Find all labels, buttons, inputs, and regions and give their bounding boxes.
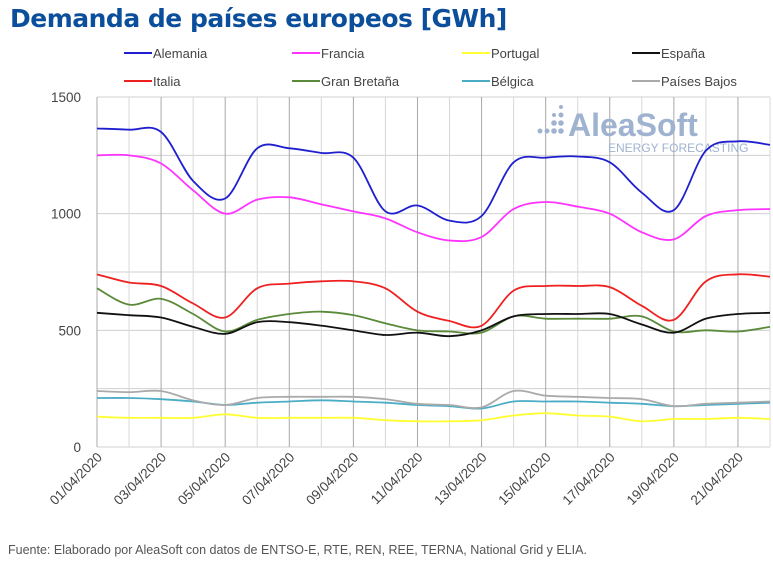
y-tick-label: 1500 [51,90,81,105]
legend-label: Bélgica [491,74,534,89]
y-tick-label: 0 [73,440,81,455]
series-line-españa [96,311,771,338]
y-tick-label: 500 [58,323,81,338]
legend-item: Gran Bretaña [292,74,400,89]
series-line-italia [96,273,771,329]
series-line-países-bajos [96,389,771,409]
aleasoft-logo: AleaSoft ENERGY FORECASTING [537,105,748,155]
legend-label: Gran Bretaña [321,74,400,89]
legend-item: Portugal [462,46,540,61]
legend-item: Países Bajos [632,74,737,89]
series-line-bélgica [96,397,771,410]
x-tick-label: 05/04/2020 [175,450,233,508]
series-line-francia [96,153,771,243]
legend-item: España [632,46,706,61]
legend-item: Italia [124,74,181,89]
x-tick-label: 09/04/2020 [303,450,361,508]
x-tick-label: 03/04/2020 [111,450,169,508]
legend-label: Italia [153,74,181,89]
x-tick-label: 11/04/2020 [368,450,426,508]
legend-label: Portugal [491,46,540,61]
y-tick-label: 1000 [51,207,81,222]
legend: Alemania Francia Portugal España Italia Gran … [124,46,737,89]
x-tick-label: 19/04/2020 [624,450,682,508]
logo-name: AleaSoft [568,107,698,143]
logo-tagline: ENERGY FORECASTING [608,141,748,155]
logo-dots-icon [537,105,564,134]
x-tick-label: 21/04/2020 [688,450,746,508]
x-tick-label: 01/04/2020 [47,450,105,508]
legend-label: Alemania [153,46,208,61]
legend-item: Francia [292,46,365,61]
legend-item: Alemania [124,46,208,61]
x-tick-label: 07/04/2020 [239,450,297,508]
legend-item: Bélgica [462,74,534,89]
series-line-gran-bretaña [96,287,771,335]
x-tick-label: 13/04/2020 [431,450,489,508]
series-lines [96,126,771,423]
x-axis: 01/04/2020 03/04/2020 05/04/2020 07/04/2020… [47,450,746,508]
x-tick-label: 17/04/2020 [559,450,617,508]
source-note: Fuente: Elaborado por AleaSoft con datos… [8,543,587,557]
legend-label: España [661,46,706,61]
legend-label: Países Bajos [661,74,737,89]
x-tick-label: 15/04/2020 [495,450,553,508]
y-axis: 0 500 1000 1500 [51,90,81,455]
series-line-portugal [96,412,771,423]
legend-label: Francia [321,46,365,61]
chart-title: Demanda de países europeos [GWh] [10,4,507,33]
series-line-alemania [96,126,771,224]
